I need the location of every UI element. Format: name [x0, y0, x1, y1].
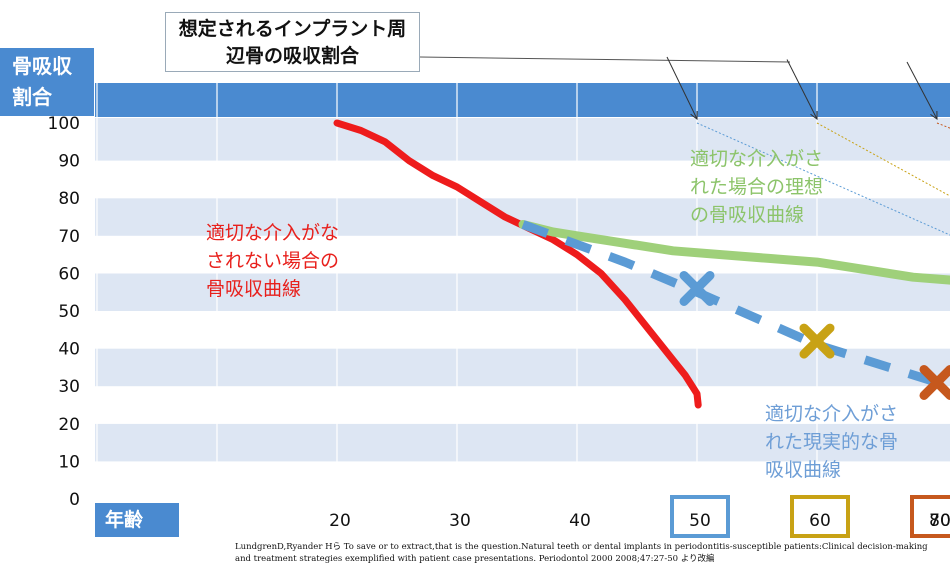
x-tick-label: 40 [569, 511, 591, 531]
y-axis-title-line1: 骨吸収 [12, 54, 72, 78]
markers-group [679, 270, 950, 400]
y-tick-label: 10 [58, 452, 80, 472]
callout-arrows [419, 56, 938, 120]
series-line-2 [518, 220, 950, 285]
band [95, 461, 950, 499]
callout-line2: 辺骨の吸収割合 [225, 45, 359, 67]
x-tick-highlight [910, 495, 950, 538]
note-ideal-intervention: 適切な介入がされた場合の理想の骨吸収曲線 [690, 148, 824, 226]
band [95, 198, 950, 236]
band [95, 348, 950, 387]
x-marker [919, 364, 950, 400]
y-tick-label: 40 [58, 340, 80, 360]
y-tick-label: 80 [58, 189, 80, 209]
y-tick-label: 60 [58, 264, 80, 284]
callout-line1: 想定されるインプラント周 [178, 18, 407, 40]
y-tick-label: 20 [58, 415, 80, 435]
y-axis-title: 骨吸収 割合 [0, 48, 94, 116]
x-tick-label: 20 [329, 511, 351, 531]
y-tick-labels: 0 10 20 30 40 50 60 70 80 90 100 [48, 114, 80, 510]
band [95, 423, 950, 462]
band [95, 160, 950, 199]
band [95, 386, 950, 424]
callout-arrowhead [930, 110, 938, 120]
note-realistic-intervention: 適切な介入がされた現実的な骨吸収曲線 [765, 403, 899, 481]
vertical-grid [96, 83, 818, 500]
callout-arrow [906, 61, 938, 120]
callout-arrowhead [810, 110, 818, 120]
citation: LundgrenD,Ryander Hら To save or to extra… [235, 542, 928, 564]
x-tick-highlight [670, 495, 730, 538]
x-tick-label: 60 [809, 511, 831, 531]
x-tick-label: 30 [449, 511, 471, 531]
band [95, 118, 950, 123]
y-tick-label: 100 [48, 114, 80, 134]
y-tick-label: 0 [69, 490, 80, 510]
y-tick-label: 30 [58, 377, 80, 397]
y-tick-label: 50 [58, 302, 80, 322]
band [95, 273, 950, 311]
callout-box: 想定されるインプラント周 辺骨の吸収割合 [165, 12, 420, 72]
header-band [95, 83, 950, 117]
y-axis-title-line2: 割合 [12, 85, 52, 109]
y-tick-label: 90 [58, 152, 80, 172]
x-marker [679, 270, 715, 306]
x-marker [799, 323, 835, 359]
band [95, 123, 950, 161]
x-axis-title: 年齢 [95, 503, 179, 537]
x-tick-label: 70 [929, 511, 950, 531]
band [95, 235, 950, 274]
callout-arrow [786, 59, 818, 120]
x-tick-label: 80 [929, 511, 950, 531]
x-tick-label: 50 [689, 511, 711, 531]
note-no-intervention: 適切な介入がなされない場合の骨吸収曲線 [206, 222, 340, 300]
callout-connector [419, 56, 791, 63]
callout-arrow [666, 56, 698, 120]
x-tick-highlight [790, 495, 850, 538]
background-bands [95, 118, 950, 499]
y-tick-label: 70 [58, 227, 80, 247]
callout-arrowhead [690, 110, 698, 120]
